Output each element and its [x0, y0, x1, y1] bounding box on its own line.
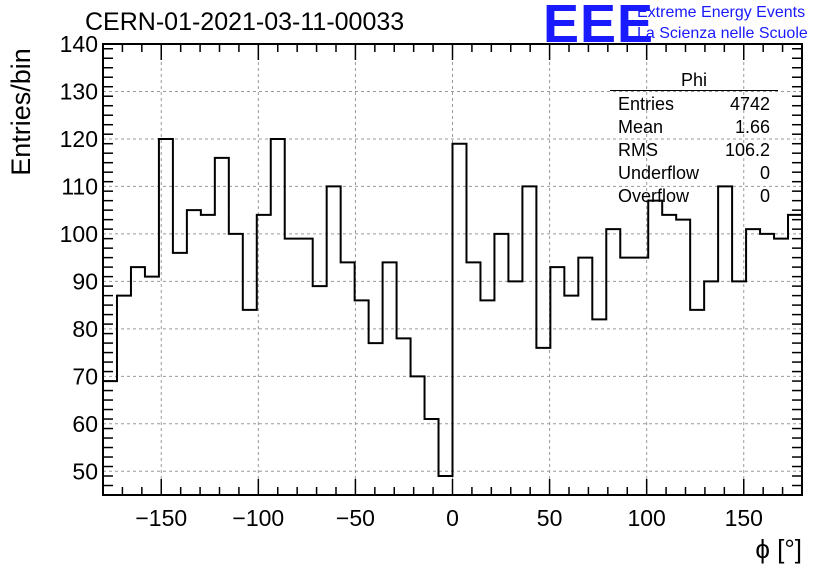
- stats-row-underflow: Underflow 0: [610, 162, 778, 185]
- logo-caption-line2: La Scienza nelle Scuole: [637, 25, 808, 42]
- stats-box-divider: [610, 90, 778, 91]
- stats-value: 0: [759, 163, 770, 183]
- y-tick-label: 140: [60, 31, 98, 57]
- stats-label: Mean: [618, 117, 664, 137]
- y-tick-label: 130: [60, 78, 98, 104]
- stats-row-overflow: Overflow 0: [610, 185, 778, 208]
- stats-box: Phi Entries 4742 Mean 1.66 RMS 106.2 Und…: [610, 70, 778, 208]
- histogram-series: [103, 137, 802, 478]
- x-tick-label: −50: [336, 505, 375, 531]
- stats-value: 1.66: [734, 117, 770, 137]
- stats-row-rms: RMS 106.2: [610, 139, 778, 162]
- plot-title: CERN-01-2021-03-11-00033: [85, 8, 405, 36]
- y-axis-label: Entries/bin: [6, 48, 36, 176]
- x-tick-label: 150: [725, 505, 763, 531]
- x-axis-label: ϕ [°]: [755, 534, 802, 564]
- y-tick-label: 70: [72, 363, 98, 389]
- y-tick-label: 60: [72, 411, 98, 437]
- y-tick-label: 90: [72, 268, 98, 294]
- y-tick-label: 120: [60, 126, 98, 152]
- x-tick-label: 100: [627, 505, 665, 531]
- y-tick-label: 100: [60, 221, 98, 247]
- stats-row-entries: Entries 4742: [610, 93, 778, 116]
- stats-label: RMS: [618, 140, 658, 160]
- x-tick-label: −100: [232, 505, 284, 531]
- eee-logo: EEE: [543, 0, 655, 54]
- y-tick-label: 50: [72, 458, 98, 484]
- tick-labels: −150 −100 −50 0 50 100 150 50 60 70 80 90 100 110 120 1…: [60, 31, 763, 531]
- logo-caption-line1: Extreme Energy Events: [637, 4, 806, 21]
- stats-value: 106.2: [724, 140, 770, 160]
- x-tick-label: 50: [537, 505, 563, 531]
- stats-value: 0: [759, 186, 770, 206]
- stats-label: Underflow: [618, 163, 700, 183]
- y-tick-label: 110: [61, 173, 98, 199]
- axis-ticks: [102, 44, 803, 496]
- stats-row-mean: Mean 1.66: [610, 116, 778, 139]
- stats-label: Overflow: [618, 186, 690, 206]
- x-tick-label: 0: [446, 505, 459, 531]
- x-tick-label: −150: [135, 505, 187, 531]
- stats-value: 4742: [729, 94, 770, 114]
- stats-box-title: Phi: [680, 70, 707, 90]
- stats-label: Entries: [618, 94, 675, 114]
- y-tick-label: 80: [72, 316, 98, 342]
